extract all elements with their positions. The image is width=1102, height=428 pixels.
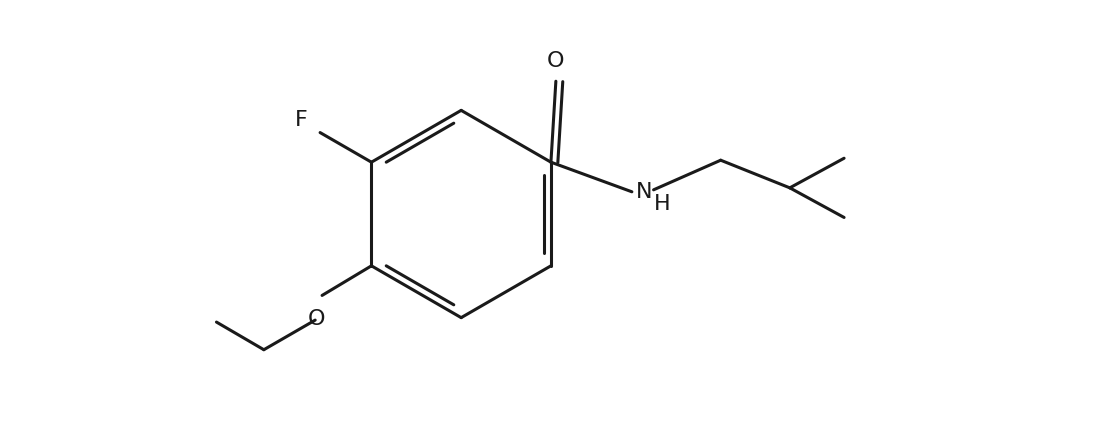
Text: O: O <box>307 309 325 329</box>
Text: F: F <box>294 110 307 130</box>
Text: H: H <box>655 193 671 214</box>
Text: N: N <box>636 182 652 202</box>
Text: O: O <box>547 51 564 71</box>
